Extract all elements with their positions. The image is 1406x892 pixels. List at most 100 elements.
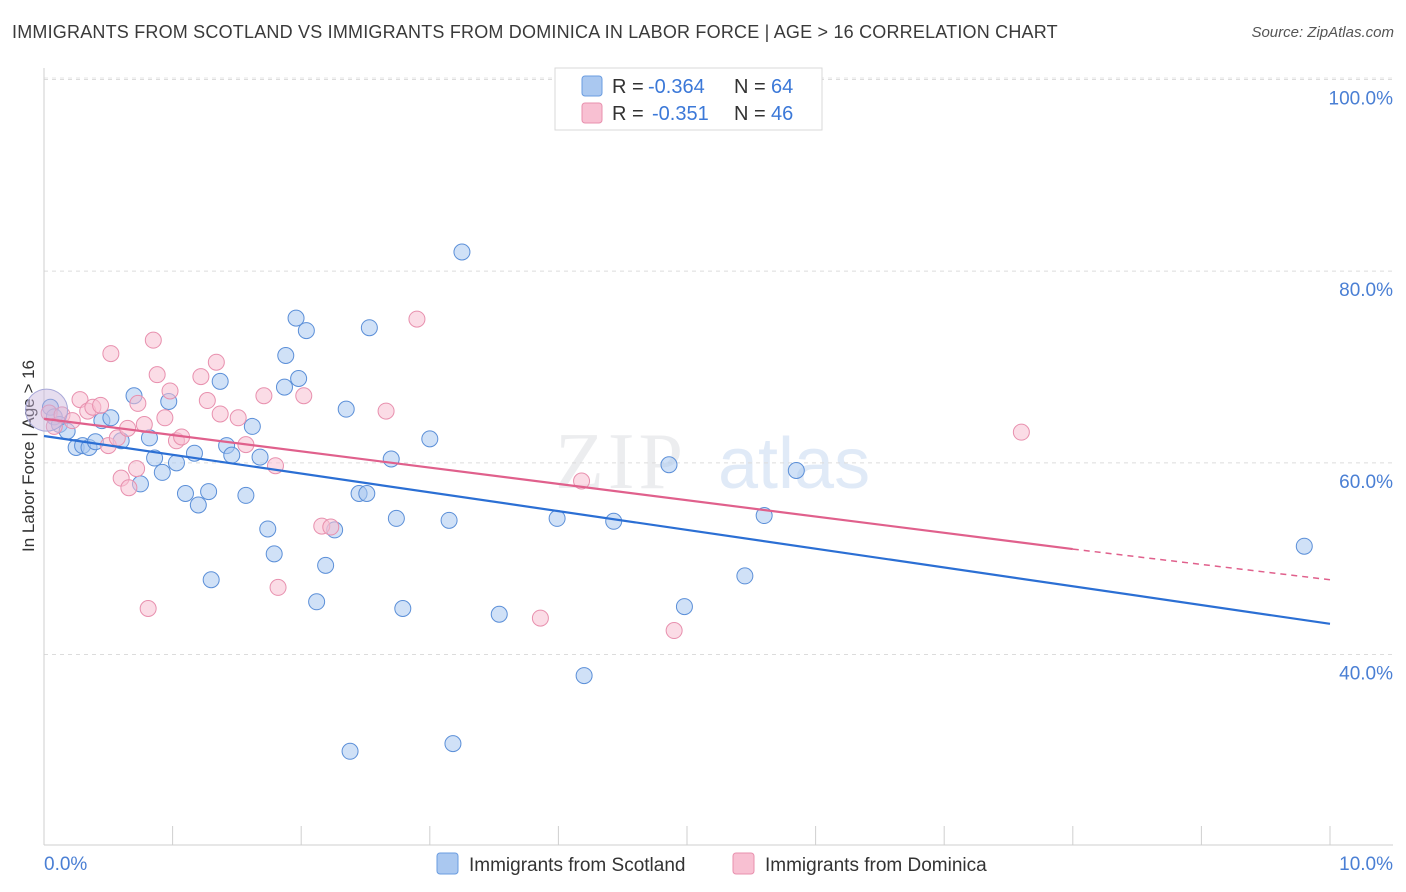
point-dominica-32	[269, 578, 287, 596]
point-dominica-7	[92, 396, 110, 414]
point-scotland-36	[308, 593, 326, 611]
point-scotland-49	[444, 735, 462, 753]
legend-r-value-dominica: -0.351	[652, 103, 709, 125]
point-scotland-23	[211, 372, 229, 390]
point-scotland-22	[202, 571, 220, 589]
point-dominica-33	[295, 387, 313, 405]
point-scotland-54	[605, 512, 623, 530]
point-scotland-14	[146, 449, 164, 467]
point-dominica-20	[156, 409, 174, 427]
point-dominica-13	[120, 479, 138, 497]
point-scotland-20	[189, 496, 207, 514]
point-scotland-32	[277, 347, 295, 364]
point-cluster-origin	[25, 388, 69, 432]
point-scotland-9	[102, 409, 120, 427]
point-scotland-56	[675, 598, 693, 616]
point-scotland-57	[736, 567, 754, 585]
point-scotland-31	[275, 378, 293, 396]
point-scotland-21	[200, 483, 218, 501]
point-scotland-40	[341, 742, 359, 760]
point-scotland-45	[387, 509, 405, 527]
trend-lines	[43, 417, 1331, 625]
y-tick-labels: 40.0% 60.0% 80.0% 100.0%	[1329, 89, 1394, 685]
point-scotland-47	[421, 430, 439, 448]
point-scotland-48	[440, 511, 458, 529]
point-dominica-27	[211, 405, 229, 423]
legend-swatch-dominica	[581, 102, 603, 124]
legend-r-label-scotland: R =	[612, 76, 644, 98]
point-dominica-26	[207, 353, 225, 371]
point-dominica-41	[1012, 423, 1030, 441]
point-scotland-33	[287, 309, 305, 327]
point-scotland-59	[787, 462, 805, 479]
point-dominica-37	[408, 310, 426, 328]
series-legend: Immigrants from Scotland Immigrants from…	[436, 852, 987, 876]
bottom-legend-label-scotland: Immigrants from Scotland	[469, 855, 685, 876]
point-scotland-53	[575, 667, 593, 685]
point-dominica-28	[229, 409, 247, 427]
legend-n-value-dominica: 46	[771, 103, 793, 125]
point-scotland-44	[382, 450, 400, 468]
x-tick-label-min: 0.0%	[44, 854, 87, 875]
gridlines	[44, 77, 1393, 655]
point-scotland-46	[394, 600, 412, 617]
point-dominica-21	[161, 382, 179, 400]
point-dominica-24	[192, 368, 210, 386]
point-scotland-27	[243, 417, 261, 435]
legend-r-label-dominica: R =	[612, 103, 644, 125]
point-scotland-43	[360, 319, 378, 337]
bottom-legend-label-dominica: Immigrants from Dominica	[765, 855, 987, 876]
y-tick-label-40: 40.0%	[1339, 664, 1393, 685]
axes	[43, 68, 1393, 846]
point-dominica-36	[377, 402, 395, 420]
point-scotland-15	[153, 463, 171, 481]
point-dominica-35	[322, 518, 340, 536]
y-axis-label: In Labor Force | Age > 16	[19, 360, 38, 552]
stats-legend: R = -0.364 N = 64 R = -0.351 N = 46	[554, 67, 823, 131]
x-tick-label-max: 10.0%	[1339, 854, 1393, 875]
point-scotland-35	[297, 322, 315, 340]
y-tick-label-100: 100.0%	[1329, 89, 1394, 110]
point-scotland-34	[290, 370, 308, 387]
source-label: Source: ZipAtlas.com	[1251, 24, 1394, 41]
legend-n-value-scotland: 64	[771, 76, 793, 98]
watermark: ZIP atlas	[555, 418, 870, 506]
point-dominica-18	[144, 331, 162, 349]
legend-n-label-scotland: N =	[734, 76, 766, 98]
y-tick-label-60: 60.0%	[1339, 472, 1393, 493]
point-dominica-14	[128, 460, 146, 478]
chart-title: IMMIGRANTS FROM SCOTLAND VS IMMIGRANTS F…	[12, 22, 1058, 42]
x-ticks	[43, 826, 1331, 845]
point-scotland-30	[265, 545, 283, 563]
point-scotland-51	[490, 605, 508, 623]
bottom-legend-swatch-scotland	[436, 852, 459, 875]
legend-swatch-scotland	[581, 75, 603, 97]
point-scotland-25	[223, 446, 241, 464]
point-dominica-19	[148, 366, 166, 384]
legend-r-value-scotland: -0.364	[648, 76, 705, 98]
bottom-legend-swatch-dominica	[732, 852, 755, 875]
point-scotland-26	[237, 486, 255, 504]
point-dominica-30	[255, 387, 273, 405]
point-scotland-28	[251, 448, 269, 466]
point-dominica-15	[129, 394, 147, 412]
point-scotland-18	[176, 485, 194, 502]
point-scotland-29	[259, 520, 277, 538]
point-dominica-25	[198, 392, 216, 410]
y-tick-label-80: 80.0%	[1339, 280, 1393, 301]
point-scotland-60	[1295, 537, 1313, 555]
trend-line-extension-dominica	[1072, 548, 1331, 581]
point-dominica-38	[531, 609, 549, 627]
point-scotland-55	[660, 456, 678, 474]
point-scotland-42	[358, 485, 376, 502]
legend-n-label-dominica: N =	[734, 103, 766, 125]
point-dominica-39	[573, 472, 591, 490]
point-dominica-9	[102, 345, 120, 363]
point-scotland-39	[337, 400, 355, 418]
trend-line-dominica	[43, 417, 1073, 551]
point-scotland-37	[317, 556, 335, 574]
point-scotland-50	[453, 243, 471, 261]
point-dominica-17	[139, 600, 157, 617]
point-dominica-40	[665, 622, 683, 640]
